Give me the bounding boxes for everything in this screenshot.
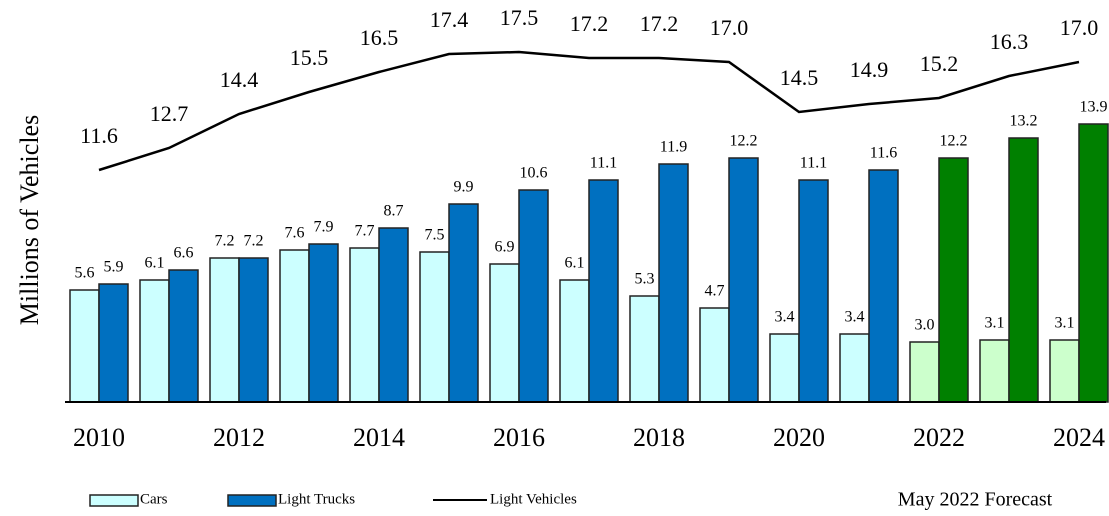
x-tick-label: 2020 xyxy=(773,423,825,452)
forecast-note: May 2022 Forecast xyxy=(898,489,1053,511)
line-value-label: 14.4 xyxy=(220,67,259,92)
bar-value-label: 7.5 xyxy=(425,227,445,244)
bar xyxy=(798,179,829,403)
bar xyxy=(349,247,380,403)
bar-value-label: 3.4 xyxy=(845,309,865,326)
bar-value-label: 7.9 xyxy=(314,219,334,236)
bar-value-label: 11.6 xyxy=(870,145,897,162)
bar-value-label: 7.7 xyxy=(355,223,375,240)
bar-value-label: 3.0 xyxy=(915,317,935,334)
bar-value-label: 3.1 xyxy=(985,315,1005,332)
x-tick-label: 2024 xyxy=(1053,423,1105,452)
x-tick-label: 2014 xyxy=(353,423,405,452)
bar-value-label: 6.1 xyxy=(145,255,165,272)
line-value-label: 15.5 xyxy=(290,45,329,70)
bar-value-label: 11.1 xyxy=(590,155,617,172)
line-value-label: 17.0 xyxy=(1060,15,1099,40)
bar-value-label: 7.6 xyxy=(285,225,305,242)
line-value-label: 16.5 xyxy=(360,25,399,50)
x-tick-label: 2010 xyxy=(73,423,125,452)
line xyxy=(98,50,1080,172)
legend-label: Light Trucks xyxy=(278,491,355,507)
bar xyxy=(139,279,170,403)
line-value-label: 17.2 xyxy=(640,11,679,36)
line-value-label: 15.2 xyxy=(920,51,959,76)
bar xyxy=(168,269,199,403)
legend-label: Light Vehicles xyxy=(490,491,577,507)
bar-value-label: 8.7 xyxy=(384,203,404,220)
bar-value-label: 3.4 xyxy=(775,309,795,326)
bar xyxy=(728,157,759,403)
bar-value-label: 6.6 xyxy=(174,245,194,262)
bar xyxy=(1008,137,1039,403)
line-value-label: 17.4 xyxy=(430,7,469,32)
line-value-label: 14.9 xyxy=(850,57,889,82)
bar-value-label: 9.9 xyxy=(454,179,474,196)
line-value-label: 17.0 xyxy=(710,15,749,40)
bar-value-label: 7.2 xyxy=(215,233,235,250)
bar-value-label: 12.2 xyxy=(730,133,758,150)
bar-value-label: 11.1 xyxy=(800,155,827,172)
bar-value-label: 6.1 xyxy=(565,255,585,272)
bar xyxy=(868,169,899,403)
bar xyxy=(518,189,549,403)
bar-value-label: 7.2 xyxy=(244,233,264,250)
bar-value-label: 13.2 xyxy=(1010,113,1038,130)
bar xyxy=(308,243,339,403)
bar xyxy=(629,295,660,403)
bar xyxy=(419,251,450,403)
legend-swatch xyxy=(89,494,139,507)
x-tick-label: 2022 xyxy=(913,423,965,452)
bar-value-label: 5.9 xyxy=(104,259,124,276)
legend-swatch xyxy=(227,494,277,507)
x-tick-label: 2018 xyxy=(633,423,685,452)
bar xyxy=(769,333,800,403)
line-value-label: 11.6 xyxy=(80,123,118,148)
legend-label: Cars xyxy=(140,491,168,507)
bar xyxy=(448,203,479,403)
bar-value-label: 5.6 xyxy=(75,265,95,282)
bar xyxy=(839,333,870,403)
bar xyxy=(979,339,1010,403)
bar xyxy=(238,257,269,403)
bar-value-label: 11.9 xyxy=(660,139,687,156)
y-axis-label: Millions of Vehicles xyxy=(15,115,44,325)
bar-value-label: 5.3 xyxy=(635,271,655,288)
bar xyxy=(588,179,619,403)
bar-value-label: 6.9 xyxy=(495,239,515,256)
bar-value-label: 13.9 xyxy=(1080,99,1108,116)
x-tick-label: 2012 xyxy=(213,423,265,452)
bar xyxy=(279,249,310,403)
bar xyxy=(658,163,689,403)
bar xyxy=(98,283,129,403)
bar-value-label: 4.7 xyxy=(705,283,725,300)
x-tick-label: 2016 xyxy=(493,423,545,452)
line-value-label: 17.2 xyxy=(570,11,609,36)
bar xyxy=(938,157,969,403)
bar-value-label: 12.2 xyxy=(940,133,968,150)
line-value-label: 17.5 xyxy=(500,5,539,30)
line-value-label: 16.3 xyxy=(990,29,1029,54)
line-value-label: 12.7 xyxy=(150,101,189,126)
bar-value-label: 3.1 xyxy=(1055,315,1075,332)
bar xyxy=(489,263,520,403)
bar xyxy=(1049,339,1080,403)
bar-value-label: 10.6 xyxy=(520,165,548,182)
bar xyxy=(69,289,100,403)
bar xyxy=(209,257,240,403)
bar xyxy=(909,341,940,403)
bar xyxy=(378,227,409,403)
line-value-label: 14.5 xyxy=(780,65,819,90)
bar xyxy=(699,307,730,403)
bar xyxy=(1078,123,1109,403)
bar xyxy=(559,279,590,403)
